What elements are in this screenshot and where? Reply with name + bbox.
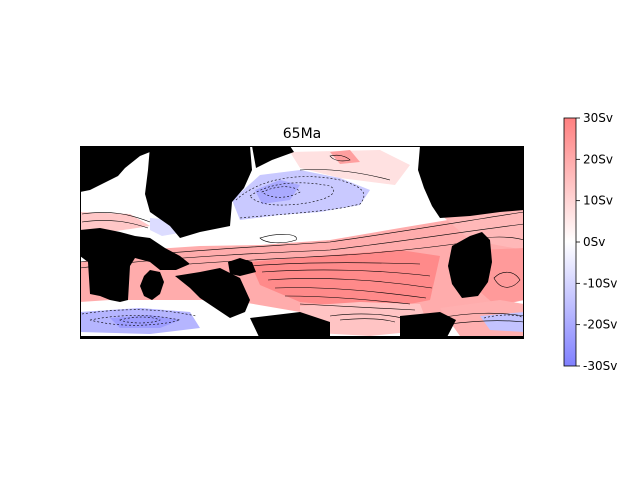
- land-antarctic-peninsula: [250, 312, 330, 339]
- colorbar-tick-label: 0Sv: [583, 235, 605, 249]
- negative-contours: [81, 176, 524, 326]
- colorbar-tick-label: -20Sv: [583, 318, 617, 332]
- colorbar: 30Sv 20Sv 10Sv 0Sv -10Sv -20Sv -30Sv: [563, 111, 617, 373]
- land-western-europe-africa: [80, 228, 190, 302]
- land-north-america: [80, 146, 150, 192]
- land-africa-south: [175, 268, 250, 318]
- land-asia-east: [252, 146, 294, 168]
- colorbar-ticks: 30Sv 20Sv 10Sv 0Sv -10Sv -20Sv -30Sv: [576, 111, 617, 373]
- colorbar-tick-label: 20Sv: [583, 152, 613, 166]
- land-south-america: [140, 270, 164, 300]
- land-north-pacific-arc: [418, 146, 524, 218]
- land-australia: [448, 232, 492, 298]
- land-masses: [80, 146, 524, 339]
- land-south-pacific-shelf: [400, 312, 456, 339]
- land-india: [228, 258, 256, 276]
- colorbar-gradient: [563, 117, 577, 367]
- positive-transport-field: [80, 150, 524, 336]
- colorbar-tick-label: -10Sv: [583, 276, 617, 290]
- map-panel: [80, 146, 524, 339]
- colorbar-tick-label: 30Sv: [583, 111, 613, 125]
- map-frame: [80, 146, 524, 339]
- streamfunction-contours: [80, 154, 524, 325]
- map-title: 65Ma: [283, 126, 321, 142]
- colorbar-tick-label: 10Sv: [583, 194, 613, 208]
- colorbar-tick-label: -30Sv: [583, 359, 617, 373]
- land-asia: [145, 146, 252, 238]
